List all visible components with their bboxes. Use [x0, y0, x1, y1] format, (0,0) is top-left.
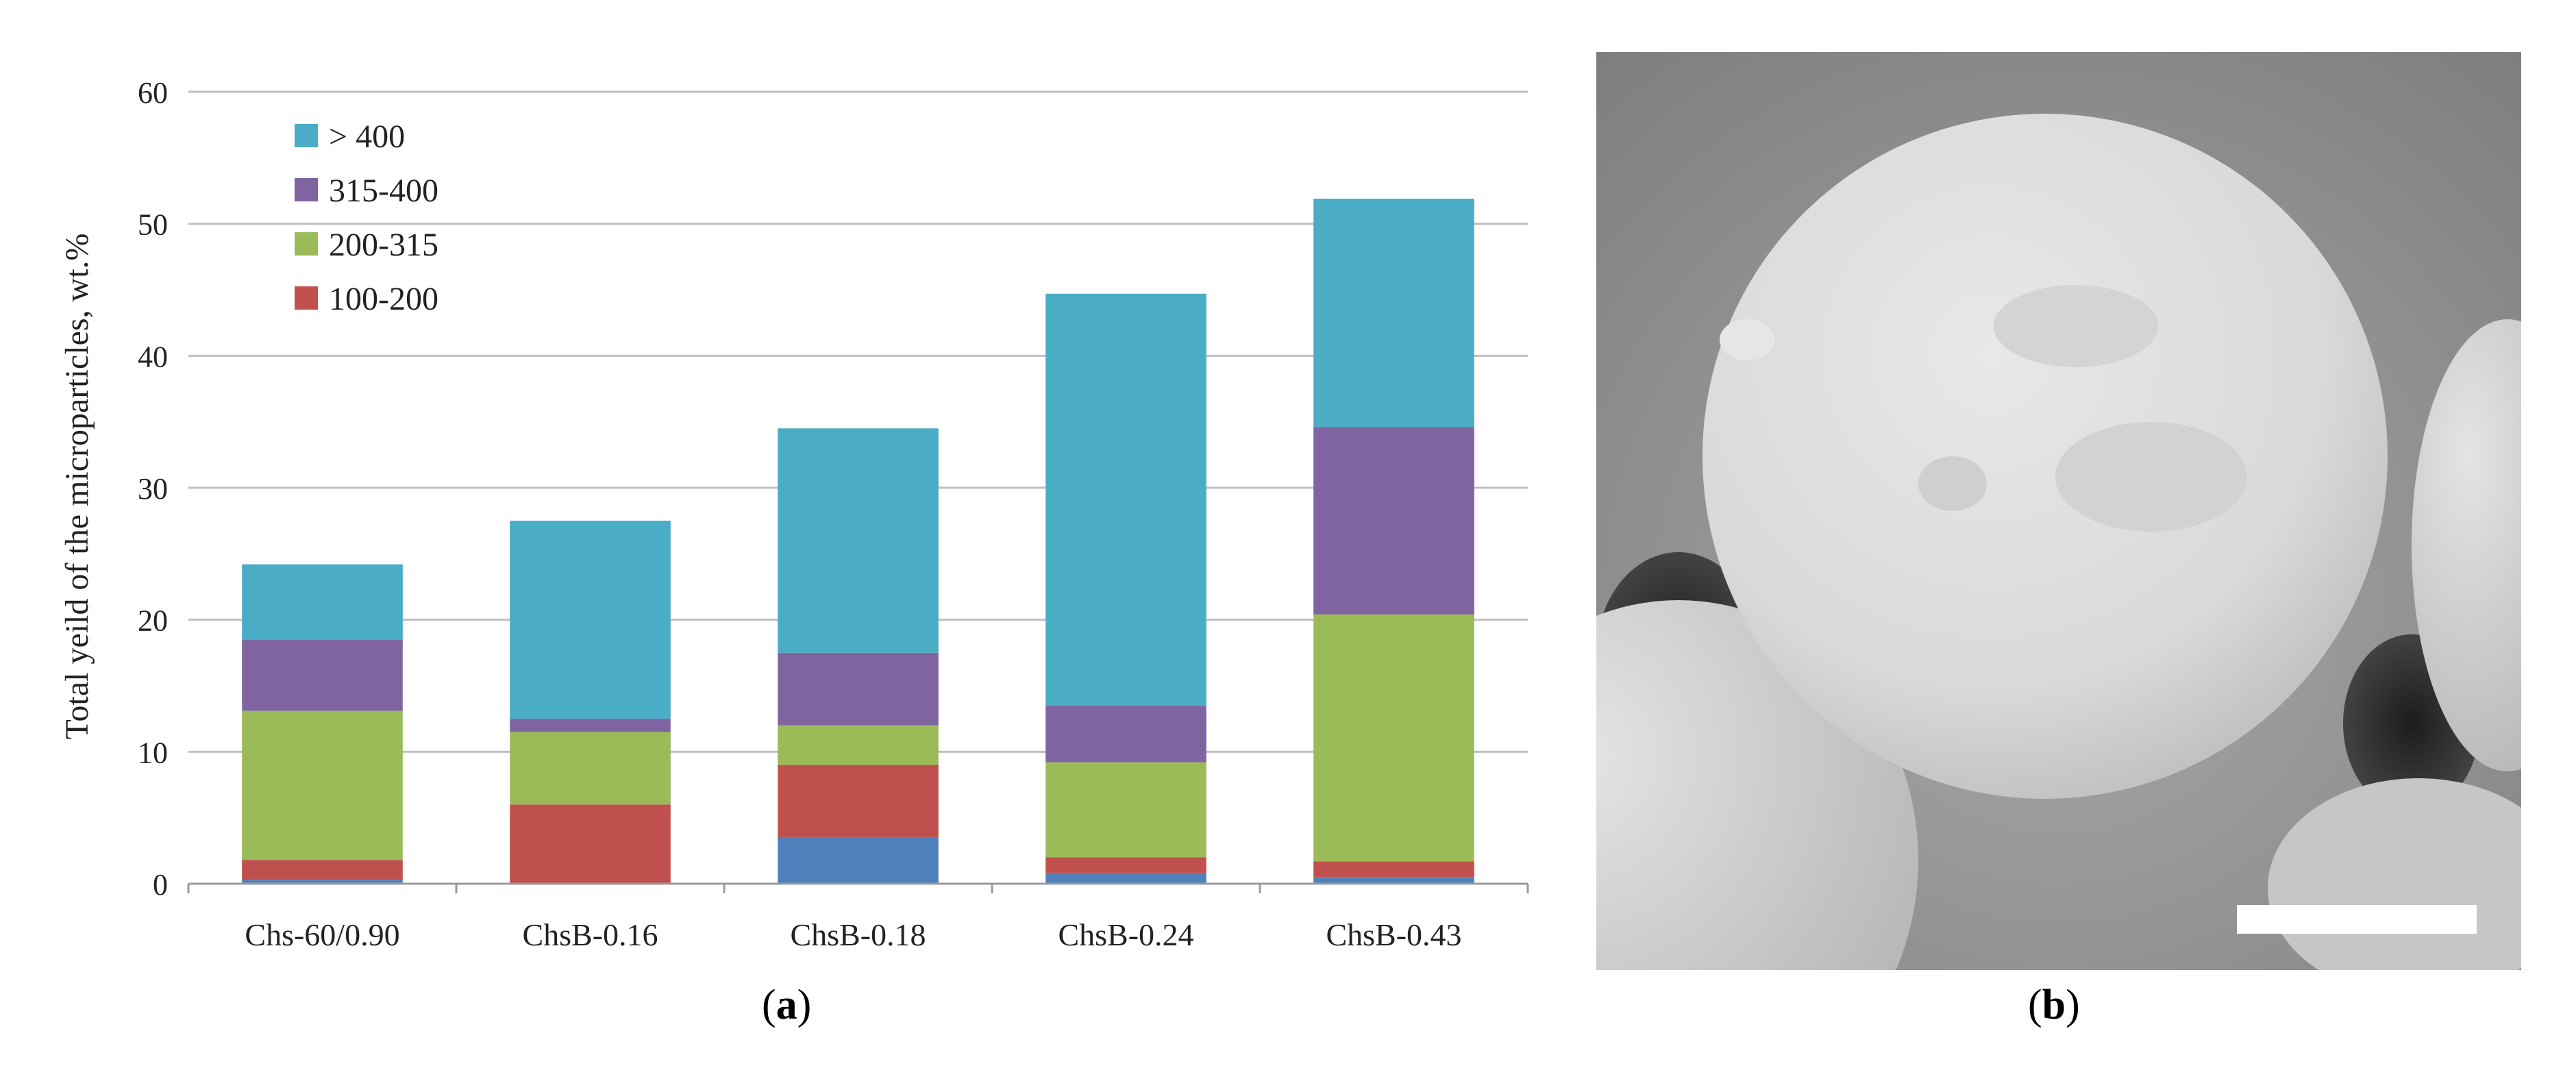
bar-segment--400-ChsB-0.43 — [1313, 199, 1474, 427]
bar-segment--100-ChsB-0.24 — [1045, 873, 1206, 884]
bars — [242, 199, 1474, 884]
y-tick-label: 0 — [153, 868, 168, 902]
axes — [187, 882, 1529, 893]
legend-label: 200-315 — [329, 227, 438, 263]
bar-segment-100-200-ChsB-0.18 — [778, 765, 939, 838]
bar-segment--100-ChsB-0.18 — [778, 837, 939, 884]
y-tick-label: 10 — [138, 736, 168, 769]
bar-segment--400-ChsB-0.16 — [510, 521, 671, 719]
sem-surface-patch-1 — [1918, 456, 1987, 511]
panel-label-b-open: ( — [2028, 982, 2042, 1028]
bar-segment-100-200-ChsB-0.24 — [1045, 857, 1206, 873]
y-tick-label: 40 — [138, 340, 168, 373]
x-tick-label: ChsB-0.18 — [790, 917, 926, 952]
bar-segment--400-ChsB-0.24 — [1045, 293, 1206, 706]
y-tick-label: 50 — [138, 208, 168, 242]
panel-label-a: (a) — [762, 981, 811, 1030]
bar-segment-200-315-ChsB-0.16 — [510, 732, 671, 805]
x-tick-label: ChsB-0.24 — [1058, 917, 1193, 952]
sem-surface-patch-3 — [2055, 422, 2247, 532]
panel-label-a-close: ) — [797, 982, 812, 1028]
scale-bar — [2237, 905, 2477, 934]
legend-label: 100-200 — [329, 281, 438, 317]
x-tick-label: Chs-60/0.90 — [245, 917, 399, 952]
bar-segment-200-315-ChsB-0.18 — [778, 725, 939, 765]
bar-segment-100-200-Chs-60/0.90 — [242, 860, 403, 880]
stacked-bar-chart: 0 10 20 30 40 50 60 Chs-60/0.90 ChsB-0.16 ChsB-0.… — [59, 76, 1529, 952]
sem-surface-patch-2 — [1994, 285, 2158, 367]
bar-segment-200-315-Chs-60/0.90 — [242, 710, 403, 860]
y-tick-label: 20 — [138, 604, 168, 638]
sem-right-neighbor-sphere — [2412, 319, 2521, 771]
bar-segment-315-400-ChsB-0.24 — [1045, 705, 1206, 762]
bar-segment-315-400-ChsB-0.43 — [1313, 427, 1474, 614]
legend: > 400 315-400 200-315 100-200 — [295, 119, 438, 317]
panel-label-b: (b) — [2028, 981, 2080, 1030]
y-axis-label: Total yeild of the microparticles, wt.% — [59, 233, 95, 739]
bar-segment--400-Chs-60/0.90 — [242, 564, 403, 640]
bar-segment--100-Chs-60/0.90 — [242, 880, 403, 884]
bar-segment-315-400-ChsB-0.16 — [510, 719, 671, 732]
bar-segment-100-200-ChsB-0.43 — [1313, 861, 1474, 878]
bar-segment--400-ChsB-0.18 — [778, 428, 939, 653]
y-tick-label: 30 — [138, 472, 168, 506]
y-tick-label: 60 — [138, 76, 168, 110]
legend-label: > 400 — [329, 119, 405, 155]
panel-label-a-letter: a — [776, 982, 797, 1028]
bar-segment-315-400-ChsB-0.18 — [778, 652, 939, 725]
bar-segment-200-315-ChsB-0.43 — [1313, 614, 1474, 862]
panel-label-a-open: ( — [762, 982, 776, 1028]
x-tick-label: ChsB-0.16 — [522, 917, 658, 952]
legend-label: 315-400 — [329, 173, 438, 209]
panel-label-b-close: ) — [2066, 982, 2080, 1028]
sem-main-microsphere — [1702, 114, 2388, 799]
bar-segment--100-ChsB-0.43 — [1313, 877, 1474, 884]
legend-swatch-200-315 — [295, 232, 318, 256]
sem-surface-debris — [1720, 319, 1774, 360]
bar-segment-100-200-ChsB-0.16 — [510, 804, 671, 884]
tick-labels: 0 10 20 30 40 50 60 Chs-60/0.90 ChsB-0.16 ChsB-0.… — [138, 76, 1462, 952]
x-tick-label: ChsB-0.43 — [1326, 917, 1461, 952]
legend-swatch--400 — [295, 124, 318, 147]
bar-segment-315-400-Chs-60/0.90 — [242, 639, 403, 711]
legend-swatch-100-200 — [295, 286, 318, 310]
legend-swatch-315-400 — [295, 178, 318, 201]
panel-label-b-letter: b — [2042, 982, 2066, 1028]
sem-micrograph — [1596, 52, 2521, 970]
sem-microsphere-image — [1596, 52, 2521, 970]
bar-segment-200-315-ChsB-0.24 — [1045, 762, 1206, 858]
